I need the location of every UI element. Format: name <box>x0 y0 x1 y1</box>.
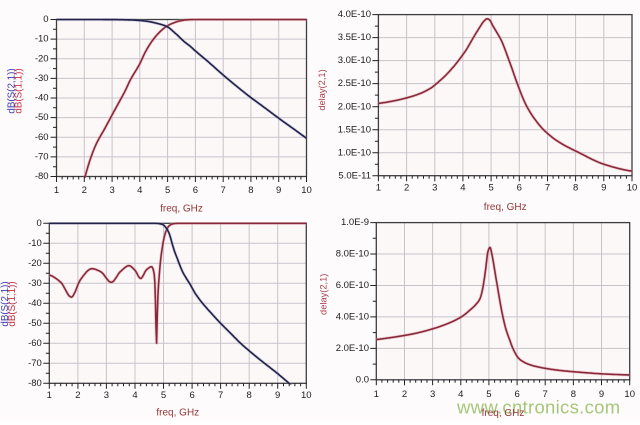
svg-text:dB(S(1,1)): dB(S(1,1)) <box>13 68 24 113</box>
svg-text:-40: -40 <box>28 298 42 309</box>
svg-text:3: 3 <box>430 389 435 400</box>
svg-text:8: 8 <box>571 389 576 400</box>
svg-text:5: 5 <box>486 389 491 400</box>
svg-text:6: 6 <box>517 183 522 194</box>
svg-text:-60: -60 <box>28 338 42 349</box>
svg-text:2: 2 <box>82 185 87 196</box>
svg-text:dB(S(2,1)): dB(S(2,1)) <box>7 68 18 113</box>
svg-text:4: 4 <box>458 389 463 400</box>
svg-text:delay(2,1): delay(2,1) <box>317 69 327 110</box>
svg-text:dB(S(2,1)): dB(S(2,1)) <box>0 281 11 326</box>
svg-text:dB(S(1,1)): dB(S(1,1)) <box>7 281 18 326</box>
svg-text:freq, GHz: freq, GHz <box>156 408 199 419</box>
svg-text:9: 9 <box>599 389 604 400</box>
svg-text:3.0E-10: 3.0E-10 <box>338 55 371 66</box>
svg-text:4: 4 <box>137 185 142 196</box>
svg-text:-10: -10 <box>28 238 42 249</box>
svg-text:1.5E-10: 1.5E-10 <box>338 124 371 135</box>
svg-text:1: 1 <box>374 389 379 400</box>
svg-text:4.0E-10: 4.0E-10 <box>336 312 369 323</box>
svg-text:9: 9 <box>601 183 606 194</box>
svg-text:8: 8 <box>248 185 253 196</box>
svg-text:5.0E-11: 5.0E-11 <box>338 170 371 181</box>
svg-text:2.0E-10: 2.0E-10 <box>336 343 369 354</box>
svg-text:www.cntronics.com: www.cntronics.com <box>456 397 620 418</box>
svg-text:2: 2 <box>75 390 80 401</box>
svg-text:-60: -60 <box>35 132 49 143</box>
svg-text:-20: -20 <box>28 258 42 269</box>
svg-text:2: 2 <box>404 183 409 194</box>
svg-text:5: 5 <box>488 183 493 194</box>
svg-text:7: 7 <box>543 389 548 400</box>
svg-text:delay(2,1): delay(2,1) <box>319 274 329 315</box>
svg-text:2.0E-10: 2.0E-10 <box>338 101 371 112</box>
svg-text:1: 1 <box>376 183 381 194</box>
svg-text:8: 8 <box>247 390 252 401</box>
svg-text:-50: -50 <box>35 112 49 123</box>
svg-text:-30: -30 <box>28 278 42 289</box>
svg-text:3.5E-10: 3.5E-10 <box>338 32 371 43</box>
svg-text:5: 5 <box>165 185 170 196</box>
svg-text:10: 10 <box>627 183 638 194</box>
svg-text:6.0E-10: 6.0E-10 <box>336 280 369 291</box>
svg-text:7: 7 <box>221 185 226 196</box>
svg-text:7: 7 <box>218 390 223 401</box>
svg-text:-70: -70 <box>35 152 49 163</box>
svg-text:freq, GHz: freq, GHz <box>482 408 525 419</box>
svg-text:0: 0 <box>37 218 42 229</box>
svg-text:2: 2 <box>402 389 407 400</box>
svg-text:6: 6 <box>193 185 198 196</box>
svg-text:7: 7 <box>545 183 550 194</box>
svg-text:8.0E-10: 8.0E-10 <box>336 249 369 260</box>
svg-text:3: 3 <box>104 390 109 401</box>
svg-text:-70: -70 <box>28 358 42 369</box>
svg-text:3: 3 <box>109 185 114 196</box>
svg-text:-30: -30 <box>35 73 49 84</box>
svg-text:6: 6 <box>514 389 519 400</box>
svg-text:10: 10 <box>301 185 312 196</box>
svg-text:1: 1 <box>47 390 52 401</box>
svg-text:2.5E-10: 2.5E-10 <box>338 78 371 89</box>
svg-text:3: 3 <box>432 183 437 194</box>
svg-text:-20: -20 <box>35 53 49 64</box>
svg-text:0.0: 0.0 <box>356 374 369 385</box>
svg-text:-80: -80 <box>35 171 49 182</box>
svg-text:4: 4 <box>132 390 137 401</box>
svg-text:10: 10 <box>301 390 312 401</box>
svg-text:0: 0 <box>43 14 48 25</box>
svg-text:1.0E-9: 1.0E-9 <box>341 217 369 228</box>
svg-text:9: 9 <box>275 390 280 401</box>
svg-text:4.0E-10: 4.0E-10 <box>338 9 371 20</box>
svg-text:5: 5 <box>161 390 166 401</box>
svg-text:freq, GHz: freq, GHz <box>484 202 527 213</box>
svg-text:4: 4 <box>460 183 465 194</box>
svg-text:-50: -50 <box>28 318 42 329</box>
svg-text:-10: -10 <box>35 34 49 45</box>
svg-text:10: 10 <box>624 389 635 400</box>
svg-text:9: 9 <box>276 185 281 196</box>
svg-text:6: 6 <box>189 390 194 401</box>
svg-text:8: 8 <box>573 183 578 194</box>
svg-text:-80: -80 <box>28 378 42 389</box>
svg-text:freq, GHz: freq, GHz <box>160 203 203 214</box>
svg-text:1: 1 <box>54 185 59 196</box>
svg-text:-40: -40 <box>35 93 49 104</box>
svg-text:1.0E-10: 1.0E-10 <box>338 147 371 158</box>
